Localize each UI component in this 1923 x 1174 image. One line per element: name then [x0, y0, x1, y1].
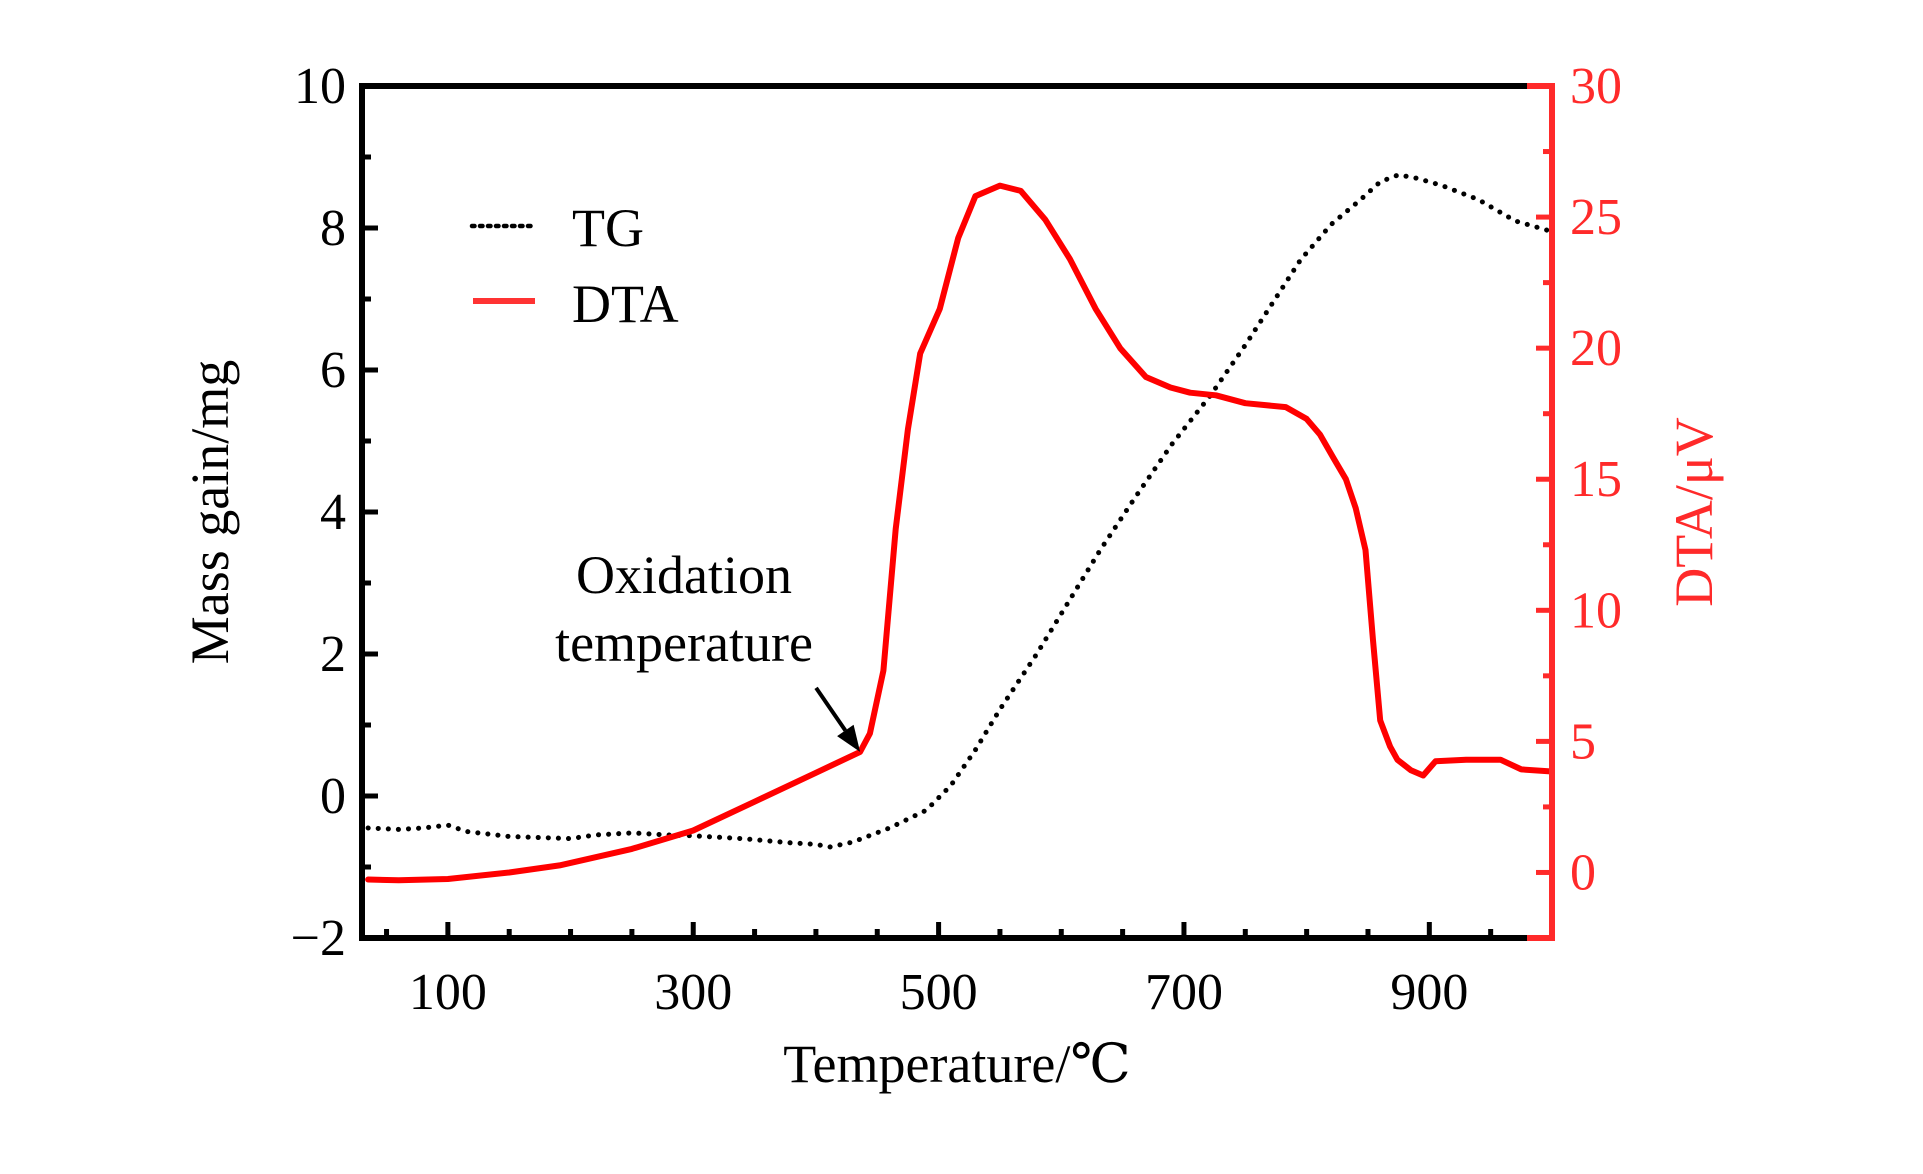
y-tick-label: 4 — [320, 484, 346, 541]
x-tick-label: 700 — [1145, 964, 1223, 1021]
x-tick-label: 900 — [1390, 964, 1468, 1021]
legend-label-dta: DTA — [572, 274, 679, 334]
plot-area — [365, 172, 1555, 884]
y2-tick-label: 25 — [1570, 189, 1622, 246]
y2-tick-label: 30 — [1570, 58, 1622, 115]
y2-tick-label: 0 — [1570, 844, 1596, 901]
y-tick-label: 10 — [294, 58, 346, 115]
y-tick-label: 8 — [320, 200, 346, 257]
legend-label-tg: TG — [572, 198, 644, 258]
y-axis-title: Mass gain/mg — [180, 360, 240, 665]
y2-tick-label: 15 — [1570, 451, 1622, 508]
y2-tick-label: 5 — [1570, 713, 1596, 770]
x-tick-label: 300 — [654, 964, 732, 1021]
annotation-arrow-shaft — [814, 686, 848, 732]
axes — [359, 83, 1555, 941]
legend: TG DTA — [469, 198, 679, 334]
y2-axis-title: DTA/μV — [1664, 417, 1724, 607]
y-tick-label: 0 — [320, 768, 346, 825]
series-line-dta — [365, 182, 1555, 884]
x-axis-title: Temperature/℃ — [783, 1034, 1130, 1094]
x-tick-label: 100 — [409, 964, 487, 1021]
annotation-line-2: temperature — [555, 613, 813, 673]
x-tick-label: 500 — [900, 964, 978, 1021]
annotation-arrow — [814, 686, 861, 752]
y-tick-label: −2 — [291, 910, 346, 967]
y-tick-label: 6 — [320, 342, 346, 399]
annotation-arrow-head — [837, 724, 861, 752]
oxidation-annotation: Oxidation temperature — [555, 545, 861, 752]
annotation-line-1: Oxidation — [576, 545, 792, 605]
y2-tick-label: 20 — [1570, 320, 1622, 377]
y2-tick-label: 10 — [1570, 582, 1622, 639]
y-tick-label: 2 — [320, 626, 346, 683]
series-line-tg — [365, 172, 1555, 850]
